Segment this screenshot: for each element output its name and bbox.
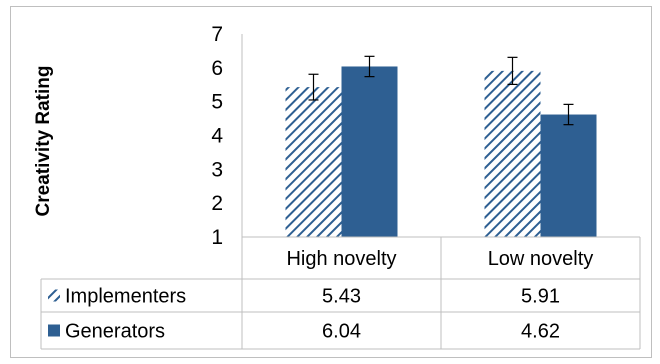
legend-swatch	[48, 324, 60, 337]
error-bar	[364, 55, 375, 78]
x-tick-label: High novelty	[286, 248, 396, 270]
y-tick-label: 4	[211, 125, 223, 148]
y-tick-label: 2	[211, 192, 223, 215]
y-tick-label: 1	[211, 226, 223, 249]
legend-entry: Generators	[65, 321, 165, 343]
plot-area	[241, 34, 597, 238]
y-tick-label: 5	[211, 91, 223, 114]
bar-implementers-low-novelty	[484, 70, 541, 238]
legend-swatch	[48, 289, 60, 302]
data-label: 5.91	[521, 286, 560, 308]
data-label: 4.62	[521, 321, 560, 343]
error-bar	[308, 73, 319, 101]
data-label: 6.04	[322, 321, 361, 343]
bar-chart: Creativity Rating 1 2 3 4 5 6 7 High novelty Lo…	[33, 23, 641, 350]
chart-frame: Creativity Rating 1 2 3 4 5 6 7 High novelty Lo…	[10, 6, 652, 358]
error-bar	[507, 56, 518, 86]
x-tick-label: Low novelty	[488, 248, 594, 270]
legend-entry: Implementers	[65, 286, 186, 308]
error-bar	[563, 103, 574, 126]
bar-implementers-high-novelty	[285, 87, 342, 237]
y-tick-labels: 1 2 3 4 5 6 7	[211, 23, 223, 249]
y-tick-label: 7	[211, 23, 223, 46]
data-table: High novelty Low novelty Implementers 5.43 5…	[40, 236, 641, 350]
y-tick-label: 3	[211, 158, 223, 181]
data-label: 5.43	[322, 286, 361, 308]
y-axis-label: Creativity Rating	[33, 66, 54, 217]
y-tick-label: 6	[211, 57, 223, 80]
bar-generators-low-novelty	[540, 114, 597, 237]
bar-generators-high-novelty	[341, 66, 398, 237]
